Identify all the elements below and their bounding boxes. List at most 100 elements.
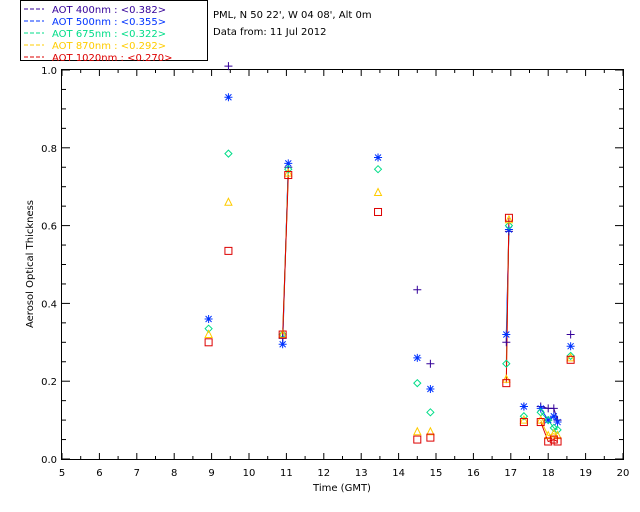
- data-point: [204, 324, 213, 333]
- data-point: [224, 93, 233, 102]
- data-point: [502, 379, 511, 388]
- square-mark: [553, 437, 562, 446]
- diamond-mark: [224, 149, 233, 158]
- y-tick-label: 0.4: [41, 299, 57, 310]
- diamond-mark: [519, 412, 529, 421]
- x-tick-label: 16: [467, 468, 480, 479]
- plus-mark: [566, 330, 575, 339]
- asterisk-mark: [549, 412, 558, 421]
- triangle-mark: [504, 214, 514, 224]
- data-point: [504, 213, 513, 222]
- square-mark: [536, 418, 545, 427]
- square-mark: [224, 246, 233, 255]
- axis-ticks: 5 6 7 8 9 10 11 12 13 14 15 16 17 18 19 20 0.0 0.2 0.4 0.6 0…: [41, 66, 629, 479]
- x-axis-title: Time (GMT): [312, 483, 371, 494]
- square-mark: [284, 171, 293, 180]
- asterisk-mark: [204, 314, 213, 323]
- data-point: [278, 330, 287, 339]
- square-mark: [504, 213, 513, 222]
- square-mark: [566, 355, 575, 364]
- asterisk-mark: [426, 384, 435, 393]
- asterisk-mark: [278, 340, 287, 349]
- legend-entry: AOT 500nm : <0.355>: [52, 17, 166, 28]
- triangle-mark: [519, 414, 529, 424]
- asterisk-mark: [502, 330, 511, 339]
- diamond-mark: [566, 351, 575, 361]
- x-tick-label: 7: [134, 468, 140, 479]
- data-point: [566, 351, 575, 361]
- data-point: [413, 378, 422, 388]
- x-tick-label: 17: [504, 468, 517, 479]
- data-point: [553, 425, 562, 435]
- y-tick-label: 1.0: [41, 66, 57, 77]
- data-point: [374, 153, 383, 162]
- data-point: [224, 246, 233, 255]
- diamond-mark: [504, 221, 514, 230]
- data-point: [426, 384, 435, 393]
- data-point: [519, 412, 529, 421]
- plus-mark: [413, 285, 422, 294]
- data-point: [543, 415, 553, 425]
- data-point: [536, 414, 546, 424]
- data-point: [284, 164, 293, 174]
- legend-entry: AOT 870nm : <0.292>: [52, 41, 166, 52]
- x-tick-label: 20: [617, 468, 630, 479]
- data-point: [224, 197, 233, 206]
- legend-entry: AOT 675nm : <0.322>: [52, 29, 166, 40]
- data-point: [549, 412, 558, 421]
- x-tick-label: 10: [243, 468, 256, 479]
- data-point: [412, 426, 422, 436]
- plot-frame: [61, 69, 624, 460]
- square-mark: [544, 437, 553, 446]
- data-point: [566, 355, 575, 364]
- series-lines: [282, 163, 558, 443]
- data-point: [504, 214, 514, 224]
- x-tick-label: 14: [392, 468, 405, 479]
- diamond-mark: [543, 415, 553, 425]
- data-point: [519, 418, 528, 427]
- asterisk-mark: [566, 342, 575, 351]
- y-tick-label: 0.8: [41, 144, 57, 155]
- location-label: PML, N 50 22', W 04 08', Alt 0m: [213, 10, 372, 21]
- square-mark: [426, 433, 435, 442]
- y-tick-label: 0.6: [41, 222, 57, 233]
- series-line: [540, 421, 558, 443]
- diamond-mark: [284, 164, 293, 174]
- triangle-mark: [373, 187, 383, 197]
- square-mark: [278, 330, 287, 339]
- data-point: [543, 430, 553, 440]
- data-point: [426, 359, 435, 368]
- series-points: [204, 62, 575, 446]
- data-point: [566, 330, 575, 339]
- asterisk-mark: [374, 153, 383, 162]
- legend-box: [20, 0, 208, 61]
- square-mark: [374, 207, 383, 216]
- x-tick-label: 13: [355, 468, 368, 479]
- x-tick-label: 5: [59, 468, 65, 479]
- x-tick-label: 15: [430, 468, 443, 479]
- data-point: [204, 338, 213, 347]
- y-tick-label: 0.2: [41, 377, 57, 388]
- triangle-mark: [543, 430, 553, 440]
- x-tick-label: 9: [208, 468, 214, 479]
- data-point: [278, 340, 287, 349]
- data-point: [284, 171, 293, 180]
- data-point: [549, 428, 559, 438]
- data-point: [413, 435, 422, 444]
- x-tick-label: 19: [579, 468, 592, 479]
- date-label: Data from: 11 Jul 2012: [213, 27, 326, 38]
- diamond-mark: [502, 359, 511, 368]
- data-point: [566, 352, 575, 362]
- series-line: [505, 217, 510, 384]
- triangle-mark: [549, 428, 559, 438]
- asterisk-mark: [224, 93, 233, 102]
- diamond-mark: [413, 378, 422, 388]
- asterisk-mark: [544, 416, 553, 425]
- square-mark: [519, 418, 528, 427]
- data-point: [373, 164, 383, 174]
- triangle-mark: [566, 352, 575, 362]
- data-point: [373, 187, 383, 197]
- diamond-mark: [204, 324, 213, 333]
- data-point: [284, 159, 293, 168]
